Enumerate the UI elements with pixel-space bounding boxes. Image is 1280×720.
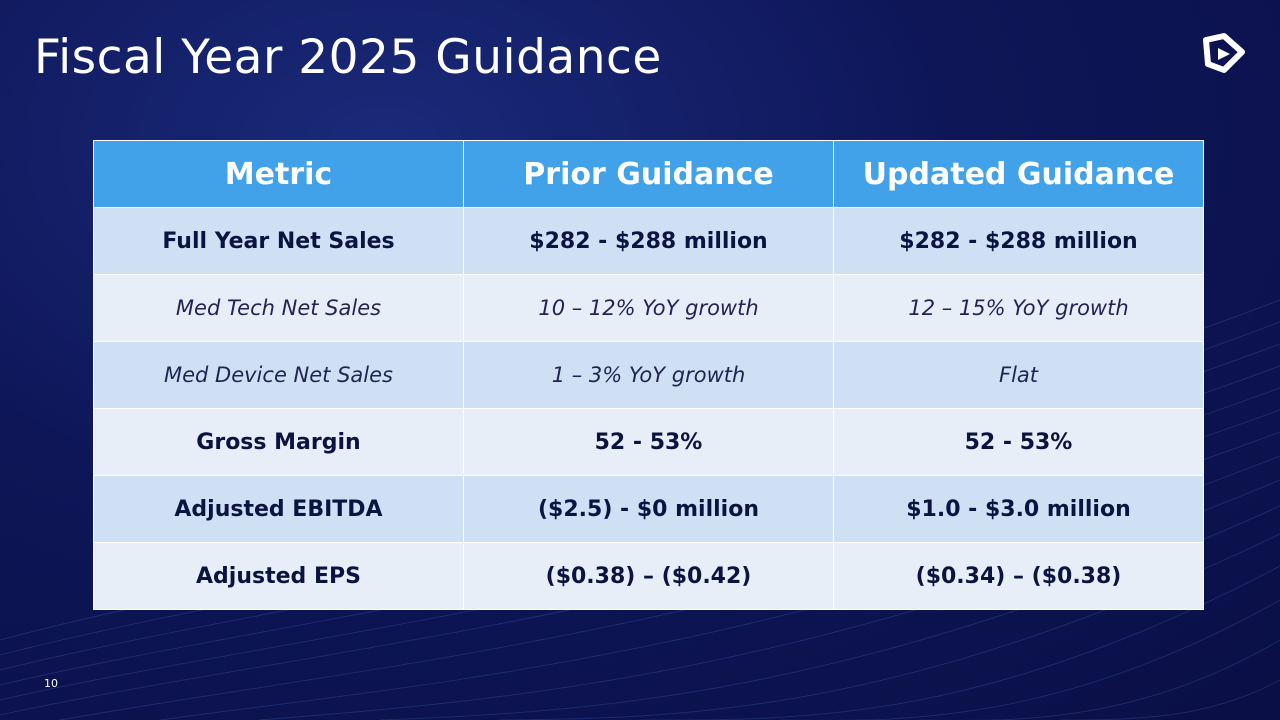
table-row: Adjusted EPS ($0.38) – ($0.42) ($0.34) –… <box>93 542 1204 610</box>
metric-cell: Adjusted EPS <box>93 542 464 610</box>
updated-cell: ($0.34) – ($0.38) <box>833 542 1204 610</box>
header-prior-guidance: Prior Guidance <box>463 140 834 208</box>
page-number: 10 <box>44 677 58 690</box>
prior-cell: ($2.5) - $0 million <box>463 475 834 543</box>
updated-cell: $1.0 - $3.0 million <box>833 475 1204 543</box>
metric-cell: Med Device Net Sales <box>93 341 464 409</box>
table-row: Gross Margin 52 - 53% 52 - 53% <box>93 408 1204 476</box>
table-row: Med Tech Net Sales 10 – 12% YoY growth 1… <box>93 274 1204 342</box>
prior-cell: ($0.38) – ($0.42) <box>463 542 834 610</box>
updated-cell: Flat <box>833 341 1204 409</box>
table-row: Med Device Net Sales 1 – 3% YoY growth F… <box>93 341 1204 409</box>
prior-cell: 10 – 12% YoY growth <box>463 274 834 342</box>
metric-cell: Med Tech Net Sales <box>93 274 464 342</box>
metric-cell: Full Year Net Sales <box>93 207 464 275</box>
metric-cell: Adjusted EBITDA <box>93 475 464 543</box>
prior-cell: 1 – 3% YoY growth <box>463 341 834 409</box>
company-logo-icon <box>1203 33 1245 73</box>
slide-title: Fiscal Year 2025 Guidance <box>34 30 662 85</box>
guidance-table: Metric Prior Guidance Updated Guidance F… <box>93 140 1204 610</box>
metric-cell: Gross Margin <box>93 408 464 476</box>
prior-cell: 52 - 53% <box>463 408 834 476</box>
updated-cell: $282 - $288 million <box>833 207 1204 275</box>
updated-cell: 12 – 15% YoY growth <box>833 274 1204 342</box>
prior-cell: $282 - $288 million <box>463 207 834 275</box>
header-updated-guidance: Updated Guidance <box>833 140 1204 208</box>
table-row: Adjusted EBITDA ($2.5) - $0 million $1.0… <box>93 475 1204 543</box>
header-metric: Metric <box>93 140 464 208</box>
updated-cell: 52 - 53% <box>833 408 1204 476</box>
table-header-row: Metric Prior Guidance Updated Guidance <box>93 140 1204 208</box>
table-row: Full Year Net Sales $282 - $288 million … <box>93 207 1204 275</box>
